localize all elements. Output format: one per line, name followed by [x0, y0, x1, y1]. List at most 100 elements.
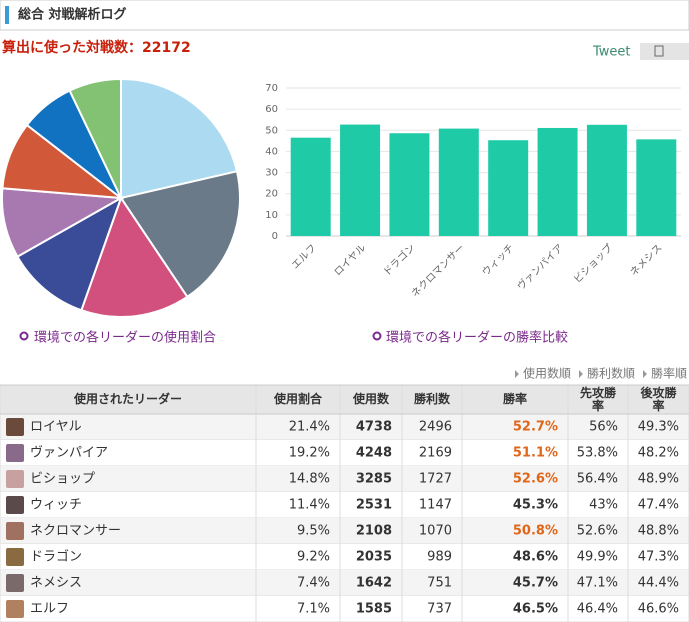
bar [290, 137, 331, 236]
sort-link[interactable]: 勝利数順 [587, 366, 635, 381]
table-row-bg [0, 570, 689, 596]
table-cell: 43% [589, 498, 618, 513]
table-cell: 46.4% [577, 602, 618, 617]
total-value: 22172 [142, 40, 191, 56]
x-tick-label: ビショップ [571, 242, 615, 286]
table-cell: 45.3% [513, 498, 558, 513]
table-cell: 7.4% [297, 576, 330, 591]
pie-slice [80, 195, 189, 318]
table-row-bg [0, 596, 689, 622]
table-row-bg [0, 466, 689, 492]
x-tick-label: ロイヤル [332, 242, 368, 278]
y-tick-label: 20 [265, 189, 278, 200]
header-bar [0, 0, 689, 31]
sort-link[interactable]: 勝率順 [651, 366, 687, 381]
table-cell: 9.5% [297, 524, 330, 539]
table-header-cell: 使用されたリーダー [73, 391, 182, 406]
leader-icon [6, 444, 24, 462]
table-cell: 47.3% [638, 550, 679, 565]
leader-name[interactable]: ビショップ [30, 472, 95, 487]
pie-slice [68, 77, 122, 199]
header-line: 率 [652, 398, 664, 413]
table-row-bg [0, 518, 689, 544]
leader-name[interactable]: ロイヤル [30, 420, 82, 435]
leader-name[interactable]: ドラゴン [30, 549, 82, 565]
table-cell: 48.9% [638, 472, 679, 487]
table-cell: 47.1% [577, 576, 618, 591]
leader-name[interactable]: ネメシス [30, 576, 82, 591]
bar [340, 124, 381, 236]
table-cell: 48.8% [638, 524, 679, 539]
y-tick-label: 40 [265, 146, 278, 157]
table-row-bg [0, 414, 689, 440]
table-cell: 9.2% [297, 550, 330, 565]
bar [438, 128, 479, 236]
table-header-cell: 勝利数 [414, 391, 451, 406]
table-header-cell: 使用割合 [273, 391, 323, 406]
table-cell: 1727 [419, 472, 452, 487]
leader-name[interactable]: エルフ [30, 602, 69, 617]
x-tick-label: ネクロマンサー [409, 242, 467, 300]
header-line: 率 [592, 398, 604, 413]
table-cell: 56% [589, 420, 618, 435]
table-header-cell: 先攻勝率 [580, 385, 617, 413]
total-text: 算出に使った対戦数：22172 [2, 39, 191, 56]
table-cell: 21.4% [289, 420, 330, 435]
table-cell: 737 [427, 602, 452, 617]
pie-slice [120, 77, 239, 200]
pin-icon [372, 331, 382, 341]
table-cell: 2169 [419, 446, 452, 461]
y-tick-label: 70 [265, 83, 278, 94]
header-line: 後攻勝 [640, 385, 677, 400]
bar [488, 140, 529, 236]
table-cell: 53.8% [577, 446, 618, 461]
table-cell: 50.8% [513, 524, 558, 539]
table-cell: 48.2% [638, 446, 679, 461]
table-cell: 14.8% [289, 472, 330, 487]
table-cell: 45.7% [513, 576, 558, 591]
bar [586, 124, 627, 236]
table-cell: 4738 [356, 420, 392, 435]
x-tick-label: ヴァンパイア [514, 241, 566, 293]
share-icon [654, 45, 664, 57]
table-cell: 47.4% [638, 498, 679, 513]
tweet-button[interactable]: Tweet [592, 45, 631, 60]
leader-icon [6, 418, 24, 436]
header-accent [5, 6, 9, 24]
table-cell: 3285 [356, 472, 392, 487]
leader-name[interactable]: ヴァンパイア [30, 445, 108, 461]
table-header-cell: 使用数 [352, 391, 390, 406]
table-cell: 1585 [356, 602, 392, 617]
table-row-bg [0, 440, 689, 466]
table-header-bg [0, 385, 689, 414]
leader-icon [6, 496, 24, 514]
table-cell: 49.3% [638, 420, 679, 435]
table-cell: 11.4% [289, 498, 330, 513]
table-cell: 46.6% [638, 602, 679, 617]
leader-icon [6, 522, 24, 540]
table-row-bg [0, 492, 689, 518]
x-tick-label: エルフ [290, 242, 319, 271]
table-cell: 44.4% [638, 576, 679, 591]
table-cell: 2496 [419, 420, 452, 435]
bar [389, 133, 430, 236]
table-cell: 51.1% [513, 446, 558, 461]
table-header-cell: 勝率 [503, 391, 527, 406]
sort-arrow [514, 370, 519, 378]
table-cell: 1147 [419, 498, 452, 513]
header-line: 先攻勝 [580, 385, 617, 400]
pie-slice [16, 195, 123, 312]
table-cell: 52.6% [513, 472, 558, 487]
y-tick-label: 0 [272, 231, 278, 242]
table-row-bg [0, 544, 689, 570]
share-button[interactable] [640, 43, 689, 60]
table-cell: 1070 [419, 524, 452, 539]
pie-slice [119, 170, 241, 299]
leader-name[interactable]: ネクロマンサー [30, 524, 121, 539]
table-header-cell: 後攻勝率 [640, 385, 677, 413]
sort-link[interactable]: 使用数順 [523, 366, 571, 381]
leader-name[interactable]: ウィッチ [30, 498, 82, 513]
table-cell: 1642 [356, 576, 392, 591]
